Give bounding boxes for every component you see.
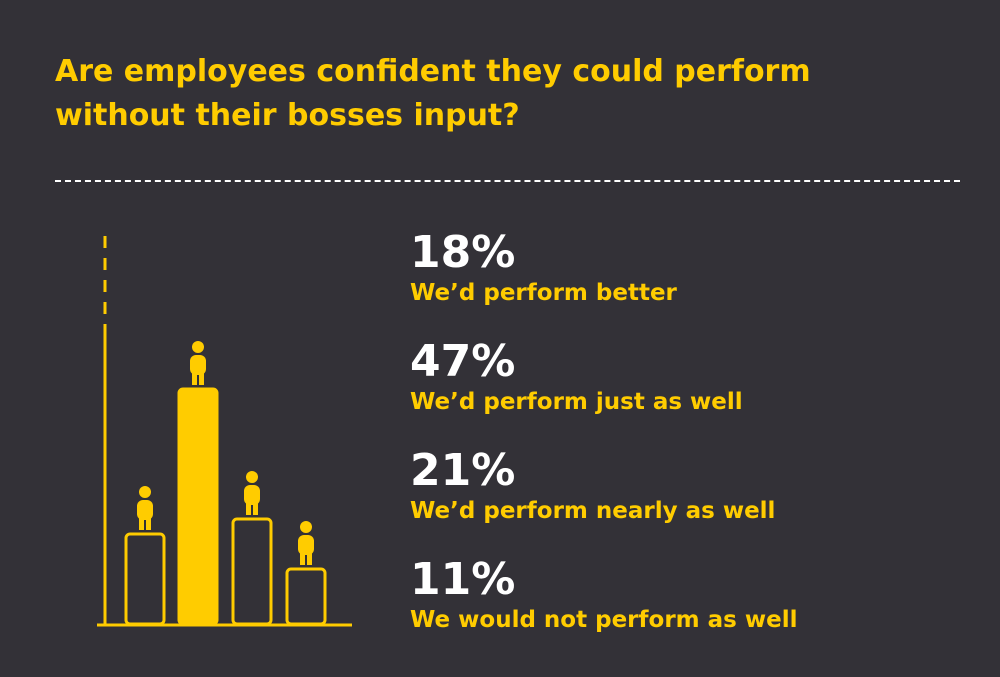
person-figure-2-leg: [199, 371, 204, 385]
chart-title-line-1: Are employees confident they could perfo…: [55, 54, 811, 89]
bar-2: [177, 387, 219, 626]
stat-value: 47%: [410, 336, 516, 387]
stat-label: We’d perform nearly as well: [410, 498, 776, 524]
stat-item: 18% We’d perform better: [410, 228, 970, 337]
stat-value: 18%: [410, 227, 516, 278]
person-figure-2-head: [192, 341, 204, 353]
person-figure-3-head: [246, 471, 258, 483]
person-figure-3-leg: [246, 501, 251, 515]
dashed-divider: [55, 180, 960, 182]
stat-value: 11%: [410, 554, 516, 605]
stat-value: 21%: [410, 445, 516, 496]
person-figure-3-leg: [253, 501, 258, 515]
stat-item: 11% We would not perform as well: [410, 555, 970, 664]
person-figure-1-head: [139, 486, 151, 498]
person-figure-1-leg: [139, 516, 144, 530]
bar-4: [285, 567, 327, 626]
person-figure-1-leg: [146, 516, 151, 530]
bar-1: [124, 532, 166, 626]
chart-title-line-2: without their bosses input?: [55, 98, 520, 133]
bar-3: [231, 517, 273, 626]
person-figure-2-leg: [192, 371, 197, 385]
stats-list: 18% We’d perform better 47% We’d perform…: [410, 228, 970, 664]
person-figure-4-torso: [298, 535, 314, 555]
stat-label: We would not perform as well: [410, 607, 798, 633]
stat-item: 21% We’d perform nearly as well: [410, 446, 970, 555]
person-figure-2-torso: [190, 355, 206, 375]
stat-label: We’d perform better: [410, 280, 677, 306]
stat-label: We’d perform just as well: [410, 389, 743, 415]
person-figure-4-leg: [300, 551, 305, 565]
person-figure-4-head: [300, 521, 312, 533]
person-figure-4-leg: [307, 551, 312, 565]
person-figure-3-torso: [244, 485, 260, 505]
person-figure-1-torso: [137, 500, 153, 520]
chart-title: Are employees confident they could perfo…: [55, 50, 955, 138]
stat-item: 47% We’d perform just as well: [410, 337, 970, 446]
